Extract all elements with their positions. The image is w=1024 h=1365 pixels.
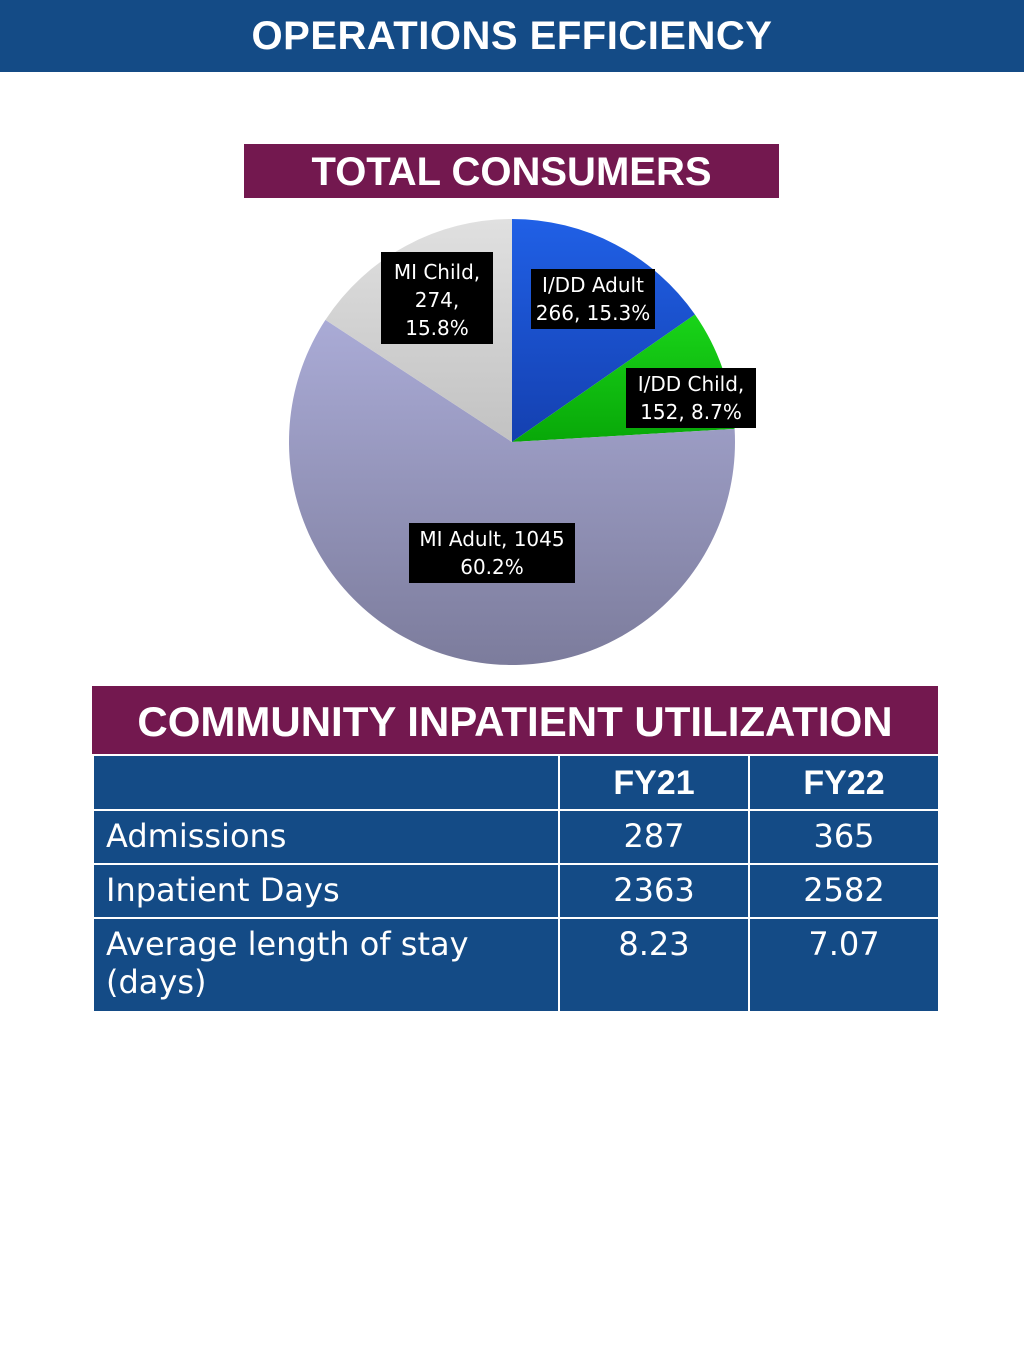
row-label: Admissions bbox=[92, 809, 560, 865]
table-header-row: FY21 FY22 bbox=[92, 754, 940, 811]
pie-chart bbox=[289, 219, 735, 665]
slice-label-mi-child: MI Child, 274, 15.8% bbox=[381, 252, 493, 344]
table-row: Admissions 287 365 bbox=[92, 809, 940, 865]
cell-fy22: 365 bbox=[748, 809, 940, 865]
table-row: Inpatient Days 2363 2582 bbox=[92, 863, 940, 919]
row-label: Inpatient Days bbox=[92, 863, 560, 919]
slice-label-idd-adult: I/DD Adult 266, 15.3% bbox=[531, 269, 655, 329]
utilization-table: FY21 FY22 Admissions 287 365 Inpatient D… bbox=[92, 754, 940, 1013]
page-title: OPERATIONS EFFICIENCY bbox=[0, 0, 1024, 72]
cell-fy22: 7.07 bbox=[748, 917, 940, 1013]
column-header-fy21: FY21 bbox=[558, 754, 750, 811]
pie-slice-mi-adult bbox=[289, 319, 735, 665]
cell-fy22: 2582 bbox=[748, 863, 940, 919]
column-header-fy22: FY22 bbox=[748, 754, 940, 811]
cell-fy21: 2363 bbox=[558, 863, 750, 919]
slice-label-mi-adult: MI Adult, 1045 60.2% bbox=[409, 523, 575, 583]
slice-label-idd-child: I/DD Child, 152, 8.7% bbox=[626, 368, 756, 428]
row-label: Average length of stay (days) bbox=[92, 917, 560, 1013]
column-header-empty bbox=[92, 754, 560, 811]
table-title: COMMUNITY INPATIENT UTILIZATION bbox=[92, 686, 938, 754]
cell-fy21: 287 bbox=[558, 809, 750, 865]
cell-fy21: 8.23 bbox=[558, 917, 750, 1013]
table-row: Average length of stay (days) 8.23 7.07 bbox=[92, 917, 940, 1013]
chart-title: TOTAL CONSUMERS SERVED bbox=[244, 144, 779, 250]
